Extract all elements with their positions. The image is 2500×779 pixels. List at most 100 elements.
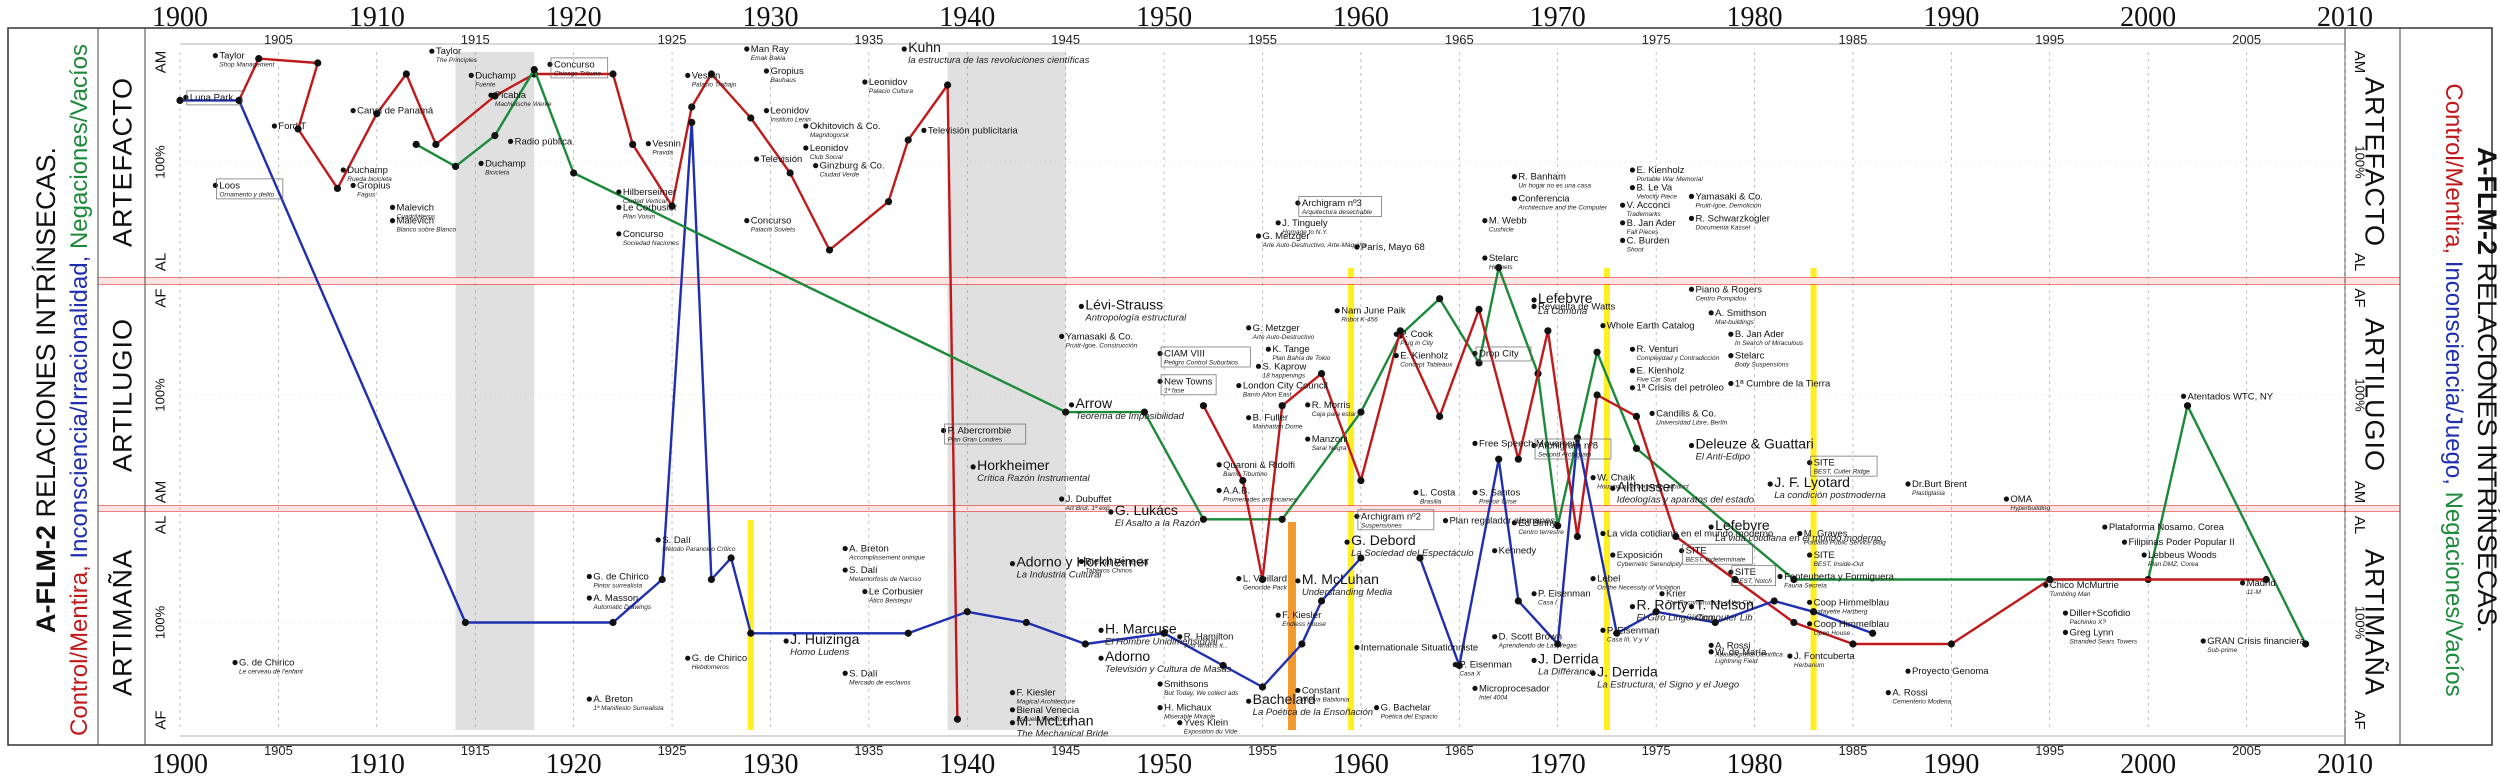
event-dot: [1482, 255, 1488, 261]
event-dot: [212, 53, 218, 59]
yellow-marker-3: [1810, 268, 1817, 730]
series-node-0-1: [255, 55, 263, 63]
bottom-year-1960: 1960: [1333, 749, 1389, 779]
event-dot: [1806, 621, 1813, 627]
event-title: Duchamp: [475, 70, 516, 81]
event-dot: [1246, 325, 1252, 331]
event-dot: [1472, 489, 1478, 496]
event-dot: [1059, 333, 1065, 339]
bottom-year-1910: 1910: [349, 749, 405, 779]
event-title: Malevich: [397, 202, 435, 213]
event-subtitle: Portable War Memorial: [1636, 176, 1703, 183]
left-title-text: RELACIONES INTRÍNSECAS.: [31, 147, 61, 518]
event-subtitle: Cementerio Modena: [1892, 699, 1951, 706]
event-title: Gropius: [770, 66, 804, 77]
event-title: Ed Binny: [1518, 518, 1556, 529]
series-node-1-10: [963, 608, 971, 616]
band-separator-0-fill: [98, 278, 2400, 284]
event-title: H. Michaux: [1164, 703, 1212, 714]
event-title: J. Huizinga: [790, 631, 859, 647]
event-title: L. Costa: [1420, 488, 1456, 499]
event-79: Atentados WTC, NY: [2180, 391, 2274, 402]
series-node-1-12: [1081, 640, 1089, 648]
event-title: Taylor: [219, 51, 244, 62]
series-node-1-3: [609, 618, 617, 627]
event-subtitle: Escuela Metafísica: [1016, 716, 1071, 723]
event-dot: [586, 696, 592, 702]
event-subtitle: El Hombre Unidimensional: [1105, 636, 1218, 647]
right-level-top-artilugio: AF: [2351, 288, 2368, 307]
event-title: Plataforma Nosamo. Corea: [2109, 522, 2225, 533]
event-dot: [350, 182, 356, 188]
series-node-0-19: [904, 136, 912, 144]
series-node-2-11: [1436, 295, 1444, 303]
top-year-1990: 1990: [1923, 2, 1979, 33]
event-title: R. Banham: [1518, 172, 1566, 183]
event-subtitle: Automatic Drawings: [592, 604, 652, 611]
series-node-2-17: [1632, 444, 1641, 453]
series-node-3-5: [1357, 477, 1365, 485]
event-title: Le Corbusier: [623, 202, 677, 213]
event-subtitle: Homo Ludens: [790, 647, 849, 658]
event-subtitle: Brasilia: [1420, 499, 1442, 506]
event-subtitle: BEST, Indeterminate: [1686, 557, 1746, 564]
event-subtitle: Plan Voisin: [623, 213, 656, 220]
event-subtitle: Art Brut. 1ª exp.: [1065, 505, 1112, 512]
event-dot: [2239, 580, 2246, 586]
event-dot: [1590, 576, 1596, 582]
event-dot: [1295, 687, 1301, 694]
event-44: Yamasaki & Co.Pruitt-Igoe, Demolición: [1688, 191, 1763, 209]
event-dot: [1728, 380, 1734, 387]
event-dot: [1068, 402, 1075, 408]
series-node-0-2: [314, 59, 322, 67]
series-layer: [176, 55, 2310, 723]
event-61: Whole Earth Catalog: [1600, 321, 1695, 332]
event-title: Althusser: [1617, 478, 1676, 494]
event-dot: [1708, 310, 1714, 316]
series-node-3-12: [1593, 391, 1601, 399]
event-subtitle: Plan Gran Londres: [948, 437, 1003, 444]
event-dot: [1442, 518, 1449, 524]
top-minor-year-1975: 1975: [1642, 32, 1671, 47]
event-title: Concurso: [554, 59, 595, 70]
event-title: P. Abercrombie: [948, 426, 1012, 437]
event-title: Plan regulador alemanes: [1449, 516, 1555, 527]
event-subtitle: Genocide Pack: [1243, 585, 1288, 592]
event-subtitle: Televisión y Cultura de Masas: [1105, 664, 1232, 675]
series-node-2-8: [1278, 515, 1286, 523]
event-dot: [1708, 649, 1714, 655]
event-subtitle: Emak Bakia: [751, 55, 786, 62]
top-minor-year-1985: 1985: [1838, 32, 1867, 47]
series-node-2-13: [1495, 264, 1503, 272]
event-subtitle: Antropología estructural: [1084, 312, 1187, 323]
series-node-2-4: [570, 169, 578, 177]
right-level-bottom-artefacto: AL: [2351, 253, 2368, 271]
series-node-2-12: [1475, 359, 1483, 367]
event-subtitle: Shop Management: [219, 62, 275, 69]
event-title: SITE: [1814, 458, 1835, 469]
series-node-2-0: [412, 140, 420, 148]
event-title: Deleuze & Guattari: [1696, 436, 1814, 452]
series-node-1-1: [235, 96, 243, 104]
event-title: A. Masson: [593, 593, 638, 604]
event-title: Radio pública: [515, 136, 573, 147]
event-dot: [1098, 655, 1104, 661]
event-dot: [1600, 627, 1606, 633]
event-subtitle: Fagus: [357, 191, 376, 198]
